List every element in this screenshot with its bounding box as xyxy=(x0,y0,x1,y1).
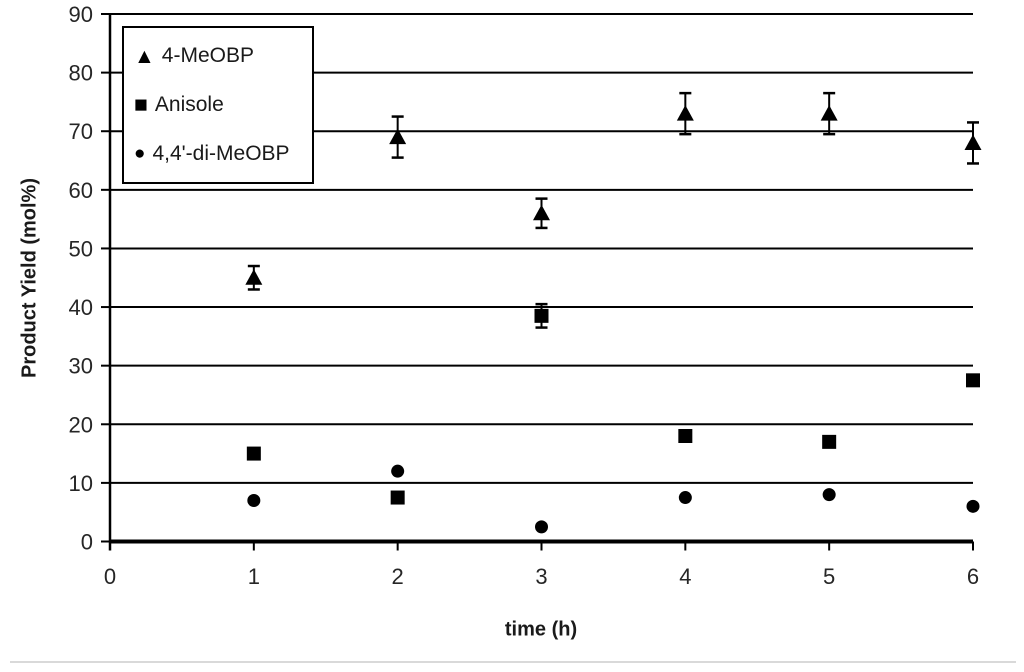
data-point-square-x6 xyxy=(966,373,980,388)
y-tick-label-30: 30 xyxy=(69,354,93,379)
data-point-square-x1 xyxy=(246,446,261,461)
x-tick-label-6: 6 xyxy=(967,564,979,589)
x-tick-label-3: 3 xyxy=(535,564,547,589)
legend-item-4meobp: ▲ 4-MeOBP xyxy=(134,44,312,68)
x-tick-label-5: 5 xyxy=(823,564,835,589)
x-tick-label-2: 2 xyxy=(392,564,404,589)
legend-item-anisole: ■ Anisole xyxy=(134,93,312,117)
data-point-circle-x3 xyxy=(535,520,548,534)
y-tick-label-40: 40 xyxy=(69,295,93,320)
data-point-circle-x2 xyxy=(391,464,405,478)
y-tick-label-70: 70 xyxy=(69,119,93,144)
data-point-triangle-x2 xyxy=(389,128,407,145)
y-tick-label-50: 50 xyxy=(69,236,93,261)
legend-label: 4-MeOBP xyxy=(161,44,254,68)
y-tick-label-80: 80 xyxy=(69,61,93,86)
data-point-triangle-x5 xyxy=(820,105,838,121)
x-tick-label-1: 1 xyxy=(248,564,260,589)
legend: ▲ 4-MeOBP ■ Anisole ● 4,4'-di-MeOBP xyxy=(122,26,314,184)
data-point-square-x4 xyxy=(678,429,693,443)
y-tick-label-0: 0 xyxy=(81,530,93,555)
data-point-square-x2 xyxy=(390,490,405,505)
data-point-circle-x5 xyxy=(822,488,836,502)
y-tick-label-60: 60 xyxy=(69,178,93,203)
x-tick-label-4: 4 xyxy=(679,564,691,589)
legend-label: 4,4'-di-MeOBP xyxy=(152,141,290,165)
data-point-square-x3 xyxy=(534,308,549,323)
y-tick-label-10: 10 xyxy=(69,471,93,496)
data-point-triangle-x6 xyxy=(964,134,982,150)
y-tick-label-90: 90 xyxy=(69,2,93,27)
data-point-triangle-x1 xyxy=(245,269,263,285)
y-axis-title: Product Yield (mol%) xyxy=(18,177,41,379)
triangle-marker-icon: ▲ xyxy=(134,44,155,68)
data-point-circle-x1 xyxy=(247,493,261,507)
legend-label: Anisole xyxy=(154,92,224,116)
legend-item-dimeobp: ● 4,4'-di-MeOBP xyxy=(134,142,312,166)
x-axis-title: time (h) xyxy=(504,618,578,641)
square-marker-icon: ■ xyxy=(134,91,148,118)
data-point-triangle-x4 xyxy=(676,105,694,121)
data-point-square-x5 xyxy=(822,434,837,449)
circle-marker-icon: ● xyxy=(134,143,146,165)
y-tick-label-20: 20 xyxy=(69,412,93,437)
x-tick-label-0: 0 xyxy=(104,564,116,589)
data-point-triangle-x3 xyxy=(533,204,550,221)
window-bottom-divider xyxy=(10,661,1016,663)
data-point-circle-x4 xyxy=(678,491,692,505)
data-point-circle-x6 xyxy=(966,499,980,513)
